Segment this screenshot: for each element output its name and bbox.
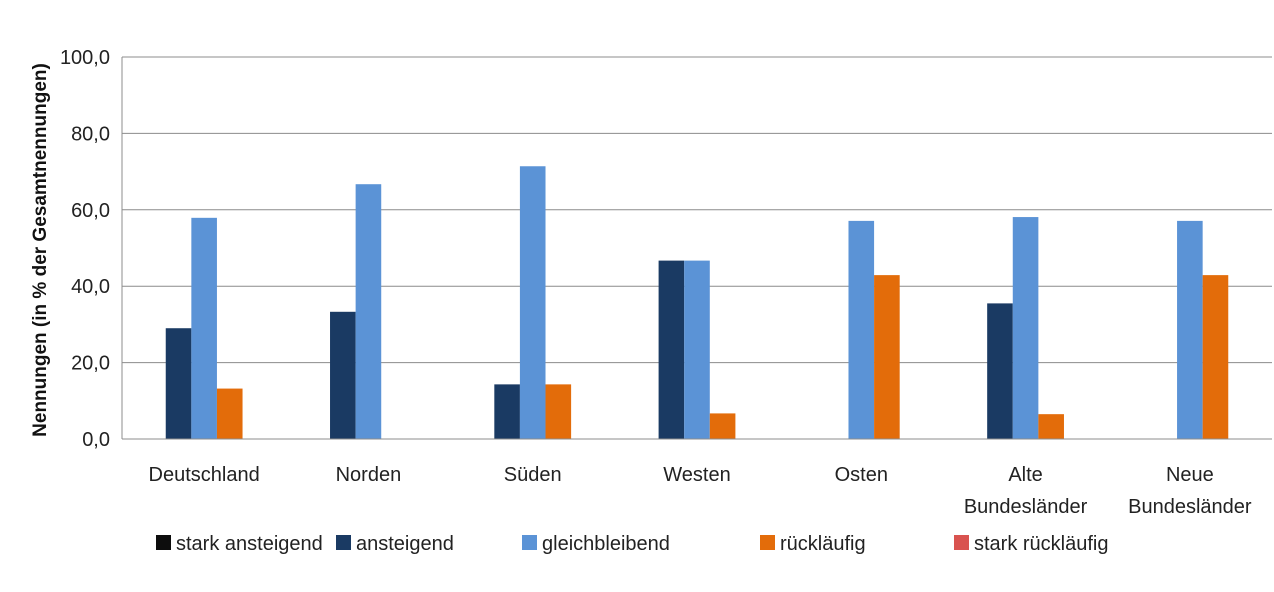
x-tick-label: Norden [336, 464, 402, 486]
gridlines [122, 56, 1272, 364]
bar-gleichbleibend-1 [355, 184, 382, 439]
bar-ansteigend-0 [165, 328, 192, 439]
bar-gleichbleibend-0 [191, 217, 217, 439]
x-tick-label: Westen [663, 464, 730, 486]
axes [121, 57, 1272, 440]
bar-rückläufig-4 [874, 275, 900, 439]
bar-gleichbleibend-6 [1177, 220, 1203, 439]
legend-swatch [522, 535, 537, 550]
legend-swatch [954, 535, 969, 550]
x-tick-label: Neue Bundesländer [1128, 464, 1252, 518]
legend: stark ansteigend ansteigend gleichbleibend… [156, 533, 1109, 555]
bar-rückläufig-0 [216, 388, 243, 439]
y-tick-label: 60,0 [71, 200, 110, 222]
bar-gleichbleibend-4 [848, 220, 875, 439]
y-tick-label: 80,0 [71, 123, 110, 145]
bar-ansteigend-1 [330, 311, 356, 439]
x-tick-label: Deutschland [149, 464, 260, 486]
bar-gleichbleibend-3 [684, 260, 710, 439]
bar-ansteigend-5 [987, 303, 1013, 439]
legend-label: stark rückläufig [974, 533, 1109, 555]
y-tick-label: 100,0 [60, 47, 110, 69]
legend-swatch [336, 535, 351, 550]
bar-ansteigend-2 [494, 384, 520, 439]
x-tick-label: Alte Bundesländer [964, 464, 1088, 518]
x-tick-label: Süden [504, 464, 562, 486]
bar-ansteigend-3 [658, 260, 685, 439]
y-tick-labels: 0,0 20,0 40,0 60,0 80,0 100,0 [60, 47, 110, 451]
legend-label: ansteigend [356, 533, 454, 555]
legend-swatch [156, 535, 171, 550]
bar-rückläufig-6 [1202, 275, 1229, 439]
y-axis-label: Nennungen (in % der Gesamtnennungen) [30, 63, 51, 437]
y-tick-label: 0,0 [82, 429, 110, 451]
bar-rückläufig-3 [709, 413, 736, 439]
y-tick-label: 40,0 [71, 276, 110, 298]
bars [165, 166, 1229, 439]
bar-rückläufig-5 [1038, 414, 1064, 439]
legend-label: stark ansteigend [176, 533, 323, 555]
x-tick-labels: Deutschland Norden Süden Westen Osten Alte Bun… [149, 464, 1252, 518]
legend-swatch [760, 535, 775, 550]
legend-label: rückläufig [780, 533, 866, 555]
bar-gleichbleibend-2 [519, 166, 546, 439]
legend-label: gleichbleibend [542, 533, 670, 555]
bar-rückläufig-2 [545, 384, 572, 439]
bar-gleichbleibend-5 [1012, 217, 1039, 439]
x-tick-label: Osten [835, 464, 888, 486]
y-tick-label: 20,0 [71, 353, 110, 375]
